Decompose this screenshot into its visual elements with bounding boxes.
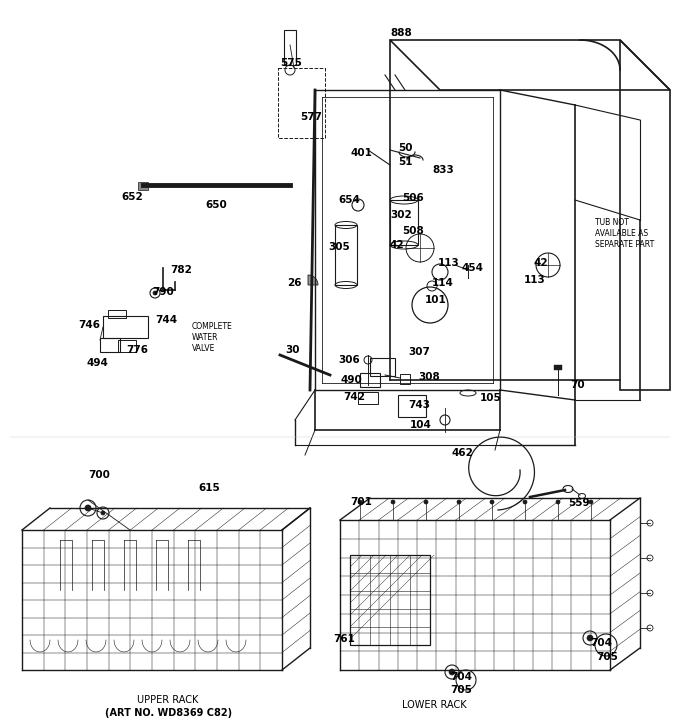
Text: WATER: WATER: [192, 333, 218, 342]
Text: 790: 790: [152, 287, 174, 297]
Text: 51: 51: [398, 157, 413, 167]
Text: 704: 704: [590, 638, 612, 648]
Bar: [370, 358, 395, 376]
Text: 454: 454: [462, 263, 484, 273]
Text: 705: 705: [450, 685, 472, 695]
Circle shape: [153, 291, 157, 295]
Bar: [360, 373, 380, 387]
Wedge shape: [308, 275, 318, 285]
Text: 42: 42: [390, 240, 404, 250]
Text: 776: 776: [126, 345, 148, 355]
Circle shape: [490, 500, 494, 504]
Text: 888: 888: [390, 28, 412, 38]
Text: 705: 705: [596, 652, 618, 662]
Bar: [554, 365, 562, 370]
Text: 42: 42: [534, 258, 549, 268]
Circle shape: [85, 505, 91, 511]
Bar: [390, 200, 418, 245]
Text: 401: 401: [350, 148, 372, 158]
Text: 105: 105: [480, 393, 502, 403]
Text: 782: 782: [170, 265, 192, 275]
Text: 704: 704: [450, 672, 472, 682]
Text: 742: 742: [343, 392, 365, 402]
Text: 104: 104: [410, 420, 432, 430]
Circle shape: [523, 500, 527, 504]
Text: 652: 652: [121, 192, 143, 202]
Text: LOWER RACK: LOWER RACK: [402, 700, 466, 710]
Bar: [100, 338, 120, 352]
Text: 114: 114: [432, 278, 454, 288]
Text: 70: 70: [570, 380, 585, 390]
Text: 746: 746: [78, 320, 100, 330]
Bar: [335, 225, 357, 285]
Text: COMPLETE: COMPLETE: [192, 322, 233, 331]
Text: 113: 113: [438, 258, 460, 268]
Text: 761: 761: [333, 634, 355, 644]
Bar: [398, 395, 426, 417]
Circle shape: [358, 500, 362, 504]
Text: 743: 743: [408, 400, 430, 410]
Text: 575: 575: [280, 58, 302, 68]
Text: 306: 306: [338, 355, 360, 365]
Text: 302: 302: [390, 210, 412, 220]
Bar: [103, 316, 148, 338]
Text: VALVE: VALVE: [192, 344, 216, 353]
Circle shape: [587, 635, 593, 641]
Circle shape: [449, 669, 455, 675]
Text: 50: 50: [398, 143, 413, 153]
Text: TUB NOT: TUB NOT: [595, 218, 629, 227]
Circle shape: [457, 500, 461, 504]
Text: SEPARATE PART: SEPARATE PART: [595, 240, 654, 249]
Bar: [284, 30, 296, 65]
Text: 650: 650: [205, 200, 226, 210]
Text: 494: 494: [86, 358, 108, 368]
Circle shape: [101, 511, 105, 515]
Bar: [400, 374, 410, 384]
Bar: [108, 310, 126, 318]
Text: 833: 833: [432, 165, 454, 175]
Text: UPPER RACK: UPPER RACK: [137, 695, 199, 705]
Text: 654: 654: [338, 195, 360, 205]
Text: AVAILABLE AS: AVAILABLE AS: [595, 229, 648, 238]
Text: 559: 559: [568, 498, 590, 508]
Text: 701: 701: [350, 497, 372, 507]
Bar: [358, 392, 378, 404]
Text: 101: 101: [425, 295, 447, 305]
Circle shape: [589, 500, 593, 504]
Text: 307: 307: [408, 347, 430, 357]
Circle shape: [424, 500, 428, 504]
Bar: [118, 340, 136, 352]
Circle shape: [556, 500, 560, 504]
Text: 700: 700: [88, 470, 110, 480]
Text: 462: 462: [452, 448, 474, 458]
Text: 577: 577: [300, 112, 322, 122]
Text: 744: 744: [155, 315, 177, 325]
Bar: [350, 555, 430, 645]
Circle shape: [391, 500, 395, 504]
Text: 506: 506: [402, 193, 424, 203]
Text: 30: 30: [286, 345, 300, 355]
Text: (ART NO. WD8369 C82): (ART NO. WD8369 C82): [105, 708, 232, 718]
Text: 508: 508: [402, 226, 424, 236]
Text: 26: 26: [288, 278, 302, 288]
Text: 305: 305: [328, 242, 350, 252]
Text: 615: 615: [198, 483, 220, 493]
Bar: [138, 182, 148, 190]
Text: 490: 490: [340, 375, 362, 385]
Text: 308: 308: [418, 372, 440, 382]
Text: 113: 113: [524, 275, 546, 285]
